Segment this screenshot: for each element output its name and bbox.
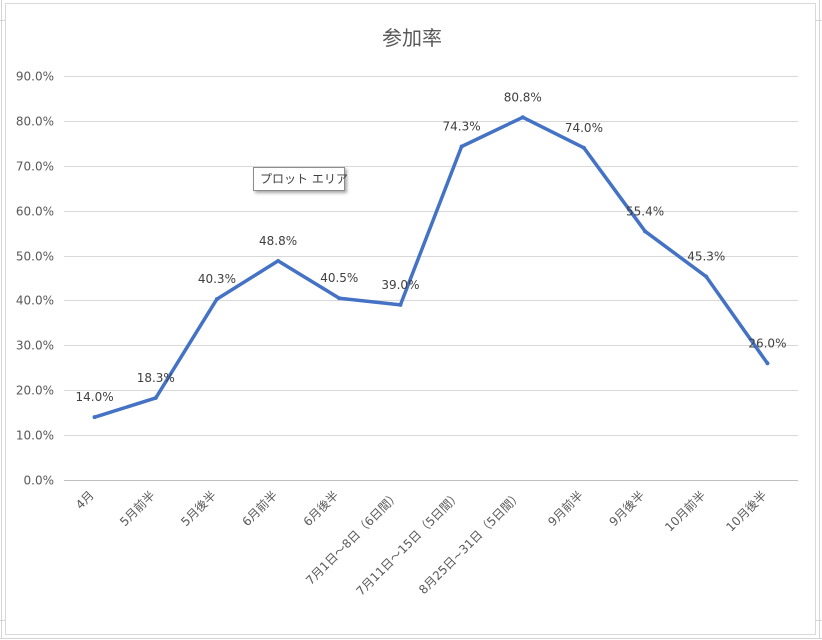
y-tick-label: 60.0% bbox=[16, 205, 54, 219]
data-point[interactable] bbox=[459, 144, 464, 149]
data-labels: 14.0% 18.3% 40.3% 48.8% 40.5% 39.0% 74.3% 80.8%… bbox=[76, 90, 787, 404]
data-label: 40.5% bbox=[320, 271, 358, 285]
line-chart: 参加率 0.0% 10.0% 20.0% 30.0% 40.0% 50.0% 60.0% 70… bbox=[16, 26, 798, 599]
data-label: 14.0% bbox=[76, 390, 114, 404]
data-point[interactable] bbox=[337, 296, 342, 301]
y-tick-label: 40.0% bbox=[16, 294, 54, 308]
data-point[interactable] bbox=[398, 302, 403, 307]
data-point[interactable] bbox=[276, 258, 281, 263]
data-label: 45.3% bbox=[687, 250, 725, 264]
x-tick-label: 7月11日～15日（5日間） bbox=[354, 488, 464, 598]
x-tick-label: 5月後半 bbox=[178, 488, 219, 529]
x-tick-label: 10月前半 bbox=[662, 488, 709, 535]
x-tick-label: 10月後半 bbox=[723, 488, 769, 534]
data-point[interactable] bbox=[214, 297, 219, 302]
series-layer bbox=[92, 115, 770, 420]
chart-area[interactable]: 参加率 0.0% 10.0% 20.0% 30.0% 40.0% 50.0% 60.0% 70… bbox=[5, 3, 816, 635]
series-line[interactable] bbox=[92, 115, 770, 419]
data-point[interactable] bbox=[520, 115, 525, 120]
data-point[interactable] bbox=[765, 361, 770, 366]
data-label: 39.0% bbox=[381, 278, 419, 292]
y-tick-label: 20.0% bbox=[16, 384, 54, 398]
data-point[interactable] bbox=[581, 145, 586, 150]
x-tick-label: 4月 bbox=[73, 488, 97, 512]
data-label: 74.3% bbox=[443, 119, 481, 133]
data-point[interactable] bbox=[92, 415, 97, 420]
y-tick-label: 90.0% bbox=[16, 70, 54, 84]
y-tick-label: 80.0% bbox=[16, 115, 54, 129]
x-tick-label: 9月後半 bbox=[606, 488, 647, 529]
y-tick-label: 10.0% bbox=[16, 429, 54, 443]
y-tick-label: 50.0% bbox=[16, 250, 54, 264]
data-label: 48.8% bbox=[259, 234, 297, 248]
y-tick-label: 30.0% bbox=[16, 339, 54, 353]
x-tick-label: 6月後半 bbox=[301, 488, 342, 529]
data-label: 55.4% bbox=[626, 204, 664, 218]
data-point[interactable] bbox=[153, 395, 158, 400]
data-label: 74.0% bbox=[565, 121, 603, 135]
data-point[interactable] bbox=[704, 274, 709, 279]
x-axis: 4月 5月前半 5月後半 6月前半 6月後半7月1日～8日（6日間）7月11日～15日（… bbox=[73, 488, 770, 599]
plot-area-tooltip: プロット エリア bbox=[253, 167, 348, 191]
data-label: 26.0% bbox=[748, 336, 786, 350]
data-label: 18.3% bbox=[137, 371, 175, 385]
data-label: 40.3% bbox=[198, 272, 236, 286]
x-tick-label: 5月前半 bbox=[116, 488, 157, 529]
x-tick-label: 6月前半 bbox=[239, 488, 280, 529]
data-label: 80.8% bbox=[504, 90, 542, 104]
x-tick-label: 9月前半 bbox=[545, 488, 586, 529]
data-point[interactable] bbox=[643, 229, 648, 234]
x-tick-label: 8月25日~31日（5日間） bbox=[416, 488, 525, 597]
y-tick-label: 0.0% bbox=[24, 474, 55, 488]
chart-title: 参加率 bbox=[382, 26, 442, 50]
gridlines bbox=[64, 76, 798, 481]
y-tick-label: 70.0% bbox=[16, 160, 54, 174]
y-axis: 0.0% 10.0% 20.0% 30.0% 40.0% 50.0% 60.0% 70.0% 8… bbox=[16, 70, 54, 488]
